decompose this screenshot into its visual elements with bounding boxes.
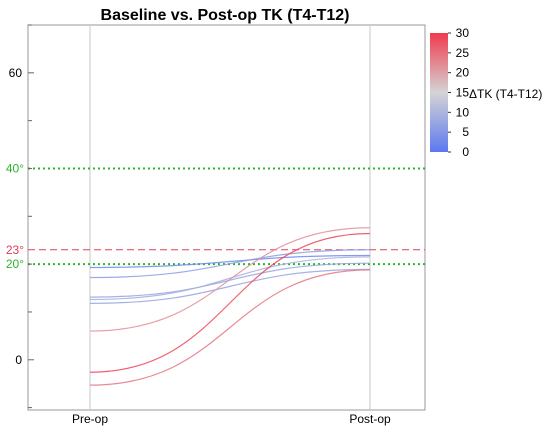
colorbar-tick-label: 10 (456, 105, 470, 119)
reference-line-label: 20° (6, 257, 24, 271)
colorbar-tick-label: 20 (456, 66, 470, 80)
colorbar-label: ΔTK (T4-T12) (469, 87, 542, 101)
series-line (89, 268, 371, 304)
colorbar-tick-label: 0 (462, 145, 469, 159)
x-tick-label-pre-op: Pre-op (72, 412, 108, 426)
colorbar-tick-label: 25 (456, 46, 470, 60)
y-axis: 0 60 (9, 24, 34, 409)
reference-lines: 40° 23°20° (6, 161, 425, 271)
series-line (89, 249, 371, 279)
series-line (89, 256, 371, 301)
series-lines (89, 227, 371, 386)
colorbar: 0 5 10 15 20 25 30 ΔTK (T4-T12) (430, 26, 542, 159)
plot-frame (27, 24, 426, 411)
reference-line-label: 23° (6, 243, 24, 257)
colorbar-tick-label: 15 (456, 86, 470, 100)
colorbar-gradient (430, 33, 448, 152)
series-line (89, 254, 371, 269)
series-line (89, 269, 371, 386)
reference-line-label: 40° (6, 161, 24, 175)
colorbar-tick-label: 30 (456, 26, 470, 40)
series-line (89, 227, 371, 332)
colorbar-tick-label: 5 (462, 125, 469, 139)
x-tick-label-post-op: Post-op (349, 412, 391, 426)
y-tick-label: 0 (15, 353, 22, 367)
colorbar-ticks: 0 5 10 15 20 25 30 (448, 26, 469, 159)
y-tick-label: 60 (9, 66, 23, 80)
chart-title: Baseline vs. Post-op TK (T4-T12) (101, 7, 350, 24)
series-line (89, 232, 371, 373)
